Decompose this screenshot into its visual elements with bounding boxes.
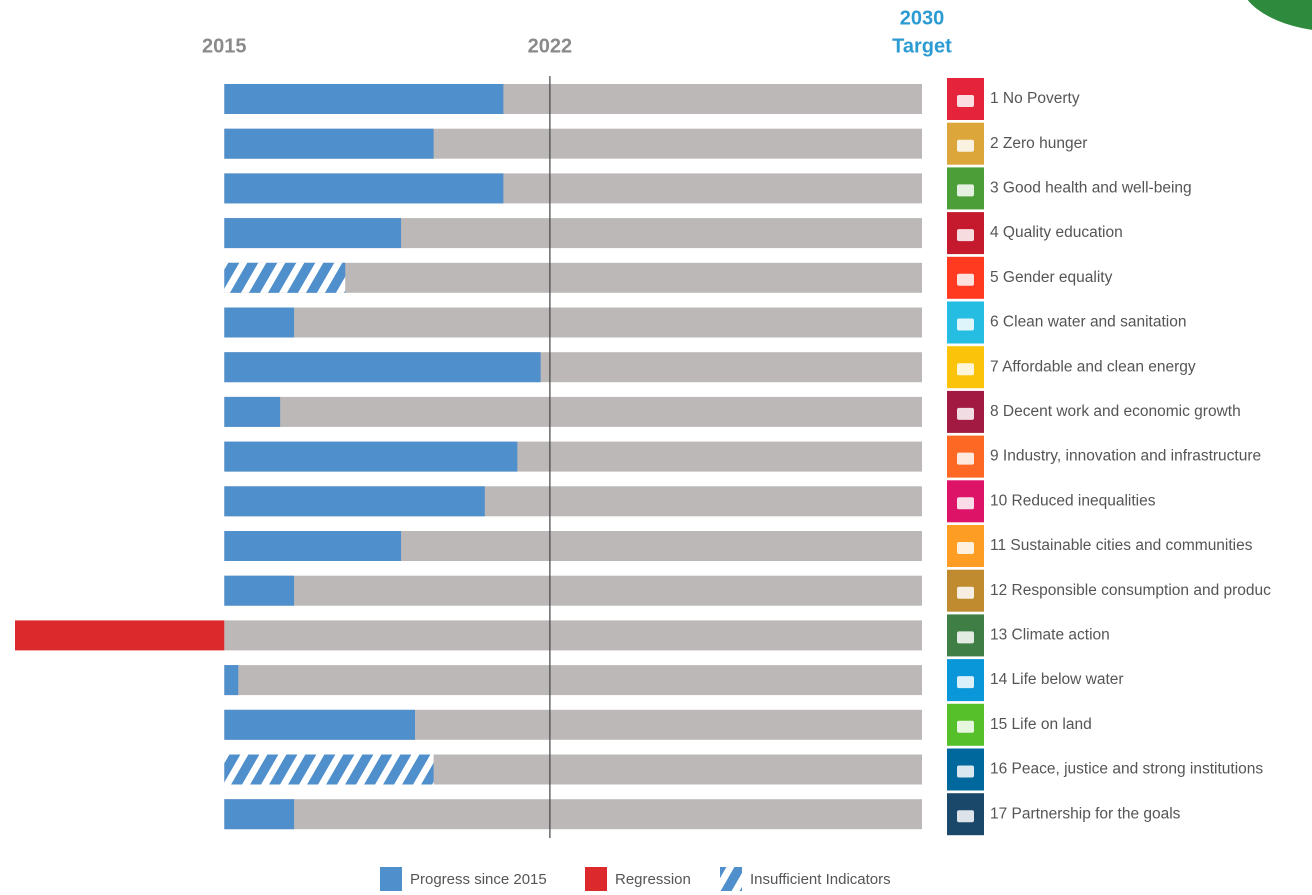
category-label: 1 No Poverty — [990, 90, 1080, 107]
legend-label: Regression — [615, 871, 691, 888]
sdg-icon-mark — [957, 810, 974, 823]
target-label: Target — [892, 35, 952, 57]
bar — [15, 620, 225, 651]
bar — [224, 218, 402, 249]
sdg-icon-mark — [957, 452, 974, 465]
category-label: 7 Affordable and clean energy — [990, 358, 1196, 375]
category-label: 12 Responsible consumption and produc — [990, 582, 1271, 599]
category-label: 15 Life on land — [990, 716, 1092, 733]
sdg-icon-mark — [957, 407, 974, 420]
sdg-icon-mark — [957, 542, 974, 554]
sdg-icon-mark — [957, 318, 974, 331]
legend-swatch — [720, 867, 742, 891]
category-label: 10 Reduced inequalities — [990, 492, 1156, 509]
sdg-icon-mark — [957, 631, 974, 644]
bar — [224, 709, 416, 740]
track — [224, 665, 923, 696]
sdg-icon-mark — [957, 586, 974, 599]
category-label: 14 Life below water — [990, 671, 1124, 688]
sdg-icon-mark — [957, 139, 974, 152]
sdg-icon-mark — [957, 273, 974, 286]
bar — [224, 84, 504, 114]
legend-swatch — [585, 867, 607, 891]
track — [224, 307, 923, 338]
bar — [224, 128, 434, 159]
x-tick-label: 2030 — [900, 7, 945, 29]
sdg-icon-mark — [957, 95, 974, 107]
sdg-icon-mark — [957, 229, 974, 242]
sdg-icon-mark — [957, 497, 974, 510]
bar — [224, 307, 295, 338]
bar — [224, 531, 402, 561]
sdg-icon-mark — [957, 765, 974, 778]
category-label: 3 Good health and well-being — [990, 179, 1192, 196]
category-label: 8 Decent work and economic growth — [990, 403, 1241, 420]
track — [224, 396, 923, 427]
sdg-icon-mark — [957, 184, 974, 197]
category-label: 11 Sustainable cities and communities — [990, 537, 1253, 554]
bar — [224, 665, 239, 696]
bar — [224, 486, 485, 517]
bar — [224, 575, 295, 606]
category-label: 13 Climate action — [990, 626, 1110, 643]
bar — [224, 754, 434, 785]
sdg-icon-mark — [957, 720, 974, 733]
bar — [224, 396, 281, 427]
legend-label: Insufficient Indicators — [750, 871, 891, 888]
legend-label: Progress since 2015 — [410, 871, 547, 888]
decoration — [1247, 0, 1312, 30]
category-label: 16 Peace, justice and strong institution… — [990, 761, 1263, 778]
x-tick-label: 2015 — [202, 35, 247, 57]
track — [224, 575, 923, 606]
x-tick-label: 2022 — [528, 35, 573, 57]
bar — [224, 262, 346, 293]
category-label: 4 Quality education — [990, 224, 1123, 241]
sdg-icon-mark — [957, 676, 974, 689]
track — [224, 799, 923, 830]
category-label: 5 Gender equality — [990, 269, 1113, 286]
bar — [224, 173, 504, 204]
legend-swatch — [380, 867, 402, 891]
track — [224, 620, 923, 651]
bar — [224, 799, 295, 830]
sdg-icon-mark — [957, 363, 974, 376]
category-label: 2 Zero hunger — [990, 135, 1087, 152]
category-label: 6 Clean water and sanitation — [990, 314, 1186, 331]
category-label: 9 Industry, innovation and infrastructur… — [990, 448, 1261, 465]
bar — [224, 441, 518, 472]
category-label: 17 Partnership for the goals — [990, 805, 1181, 822]
bar — [224, 352, 541, 383]
